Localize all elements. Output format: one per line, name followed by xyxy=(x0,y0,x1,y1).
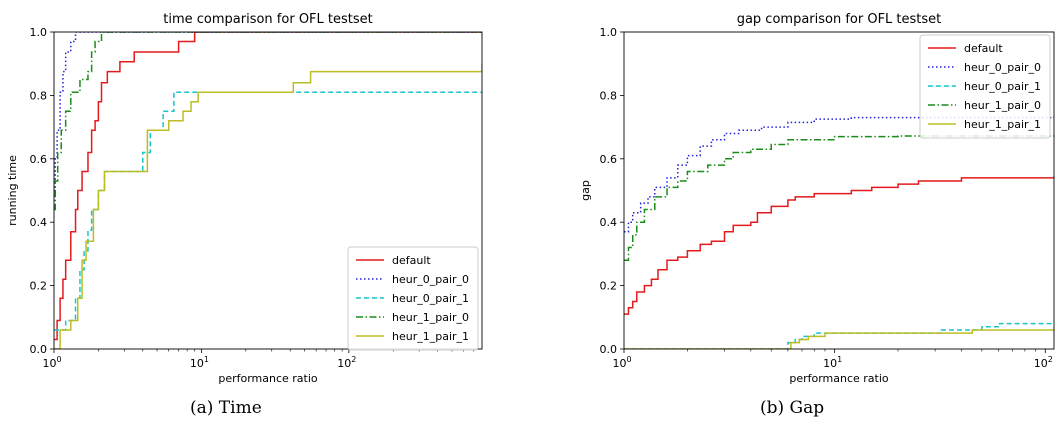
series-line-heur_1_pair_0 xyxy=(54,32,482,211)
legend-entry: heur_1_pair_1 xyxy=(392,330,469,343)
y-tick-label: 0.0 xyxy=(30,343,48,356)
legend-entry: heur_1_pair_1 xyxy=(964,118,1041,131)
legend-entry: heur_1_pair_0 xyxy=(964,99,1041,112)
series-line-heur_1_pair_0 xyxy=(624,135,1054,261)
caption-time: (a) Time xyxy=(190,398,262,418)
legend-entry: heur_0_pair_0 xyxy=(964,61,1041,74)
x-tick-label: 100 xyxy=(612,355,631,370)
x-tick-label: 102 xyxy=(337,355,356,370)
legend-entry: default xyxy=(392,254,431,267)
y-tick-label: 0.6 xyxy=(30,153,48,166)
plot-frame xyxy=(53,31,483,350)
x-axis-label: performance ratio xyxy=(789,372,889,385)
y-axis-label: running time xyxy=(6,155,19,226)
y-tick-label: 0.2 xyxy=(30,280,48,293)
x-tick-label: 100 xyxy=(42,355,61,370)
y-tick-label: 0.4 xyxy=(30,216,48,229)
legend-entry: heur_0_pair_1 xyxy=(392,292,469,305)
y-tick-label: 0.6 xyxy=(600,153,618,166)
y-axis-label: gap xyxy=(579,180,592,201)
legend: default heur_0_pair_0 heur_0_pair_1 heur_1_… xyxy=(919,34,1051,139)
plot-frame xyxy=(623,31,1055,350)
legend-entry: heur_1_pair_0 xyxy=(392,311,469,324)
y-tick-label: 1.0 xyxy=(600,26,618,39)
caption-gap: (b) Gap xyxy=(760,398,825,418)
chart-time: time comparison for OFL testset 0.0 0.2 0.4… xyxy=(6,12,483,385)
legend-box xyxy=(919,34,1051,139)
legend-entry: default xyxy=(964,42,1003,55)
y-tick-label: 0.0 xyxy=(600,343,618,356)
x-tick-label: 102 xyxy=(1034,355,1053,370)
series-line-heur_0_pair_0 xyxy=(624,116,1054,233)
chart-title: time comparison for OFL testset xyxy=(163,12,372,27)
series-line-default xyxy=(624,176,1054,315)
series-line-heur_0_pair_0 xyxy=(54,32,482,192)
y-tick-label: 0.2 xyxy=(600,280,618,293)
series-line-default xyxy=(54,32,482,341)
y-tick-label: 0.8 xyxy=(600,89,618,102)
legend-entry: heur_0_pair_0 xyxy=(392,273,469,286)
y-tick-label: 0.4 xyxy=(600,216,618,229)
legend: default heur_0_pair_0 heur_0_pair_1 heur_1_… xyxy=(347,246,479,351)
x-tick-label: 101 xyxy=(190,355,209,370)
x-tick-label: 101 xyxy=(823,355,842,370)
series-line-heur_0_pair_1 xyxy=(624,322,1054,349)
chart-gap: gap comparison for OFL testset 0.0 0.2 0.4 0… xyxy=(579,12,1055,385)
series-line-heur_1_pair_1 xyxy=(624,329,1054,349)
legend-entry: heur_0_pair_1 xyxy=(964,80,1041,93)
chart-title: gap comparison for OFL testset xyxy=(737,12,942,27)
series-group xyxy=(624,116,1054,349)
series-line-heur_1_pair_1 xyxy=(54,63,482,349)
series-group xyxy=(54,32,482,349)
y-tick-label: 0.8 xyxy=(30,89,48,102)
x-axis-label: performance ratio xyxy=(218,372,318,385)
legend-box xyxy=(347,246,479,351)
y-tick-label: 1.0 xyxy=(30,26,48,39)
